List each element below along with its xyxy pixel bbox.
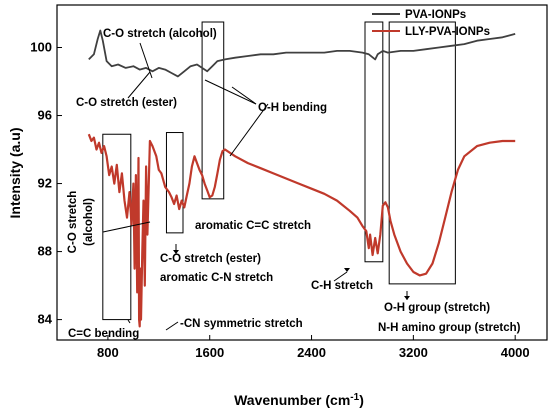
annotation-label: C-O stretch (ester) xyxy=(160,253,261,265)
x-tick-label: 3200 xyxy=(399,345,428,360)
annotation-label: O-H bending xyxy=(258,102,327,114)
region-box-3 xyxy=(201,21,225,200)
annotation-label: C-O stretch (alcohol) xyxy=(103,28,217,40)
annotation-pointer xyxy=(127,71,151,99)
legend-label-lly-pva-ionps: LLY-PVA-IONPs xyxy=(405,26,490,38)
x-tick-label: 2400 xyxy=(297,345,326,360)
x-tick-label: 800 xyxy=(97,345,119,360)
annotation-pointer xyxy=(231,86,257,105)
series-line-pva-ionps xyxy=(88,29,516,78)
annotation-pointer xyxy=(333,271,348,282)
annotation-arrowhead xyxy=(173,250,179,254)
series-lines xyxy=(87,29,516,328)
annotation-pointer xyxy=(229,103,269,157)
annotation-pointer xyxy=(102,221,151,233)
y-tick-label: 100 xyxy=(30,40,52,55)
annotation-pointer xyxy=(139,42,153,79)
annotation-label: C-H stretch xyxy=(311,280,373,292)
annotations: C-O stretch (alcohol) C-O stretch (ester)… xyxy=(67,28,521,340)
annotation-label: C-O stretch (ester) xyxy=(76,97,177,109)
annotation-label: O-H group (stretch) xyxy=(384,302,490,314)
x-tick-label: 1600 xyxy=(195,345,224,360)
region-box-4 xyxy=(364,21,384,263)
region-box-5 xyxy=(388,21,456,285)
plot-frame xyxy=(56,4,548,341)
annotation-pointer xyxy=(204,79,257,105)
annotation-label: N-H amino group (stretch) xyxy=(378,322,521,334)
axis-ticks: 800 1600 2400 3200 4000 84 88 92 96 100 xyxy=(30,40,529,360)
annotation-pointer xyxy=(165,321,179,331)
annotation-label: aromatic C-N stretch xyxy=(160,272,273,284)
annotation-label: -CN symmetric stretch xyxy=(180,318,303,330)
annotation-arrowhead xyxy=(404,296,410,300)
legend: PVA-IONPs LLY-PVA-IONPs xyxy=(372,9,490,38)
annotation-label: aromatic C=C stretch xyxy=(195,220,311,232)
annotation-label: C=C bending xyxy=(68,328,139,340)
series-line-lly-pva-ionps xyxy=(87,133,516,328)
y-axis-title: Intensity (a.u) xyxy=(7,127,23,218)
region-box-2 xyxy=(165,132,184,234)
annotation-pointer xyxy=(127,319,131,324)
x-tick-label: 4000 xyxy=(501,345,530,360)
annotation-label: (alcohol) xyxy=(83,198,95,246)
y-tick-label: 84 xyxy=(38,312,53,327)
y-tick-label: 92 xyxy=(38,176,52,191)
region-boxes xyxy=(102,21,456,321)
region-box-1 xyxy=(102,133,132,321)
annotation-label: C-O stretch xyxy=(67,191,79,254)
annotation-arrowhead xyxy=(344,268,350,272)
x-axis-title: Wavenumber (cm-1) xyxy=(234,392,364,408)
y-tick-label: 96 xyxy=(38,108,52,123)
legend-label-pva-ionps: PVA-IONPs xyxy=(405,9,466,21)
y-tick-label: 88 xyxy=(38,244,52,259)
